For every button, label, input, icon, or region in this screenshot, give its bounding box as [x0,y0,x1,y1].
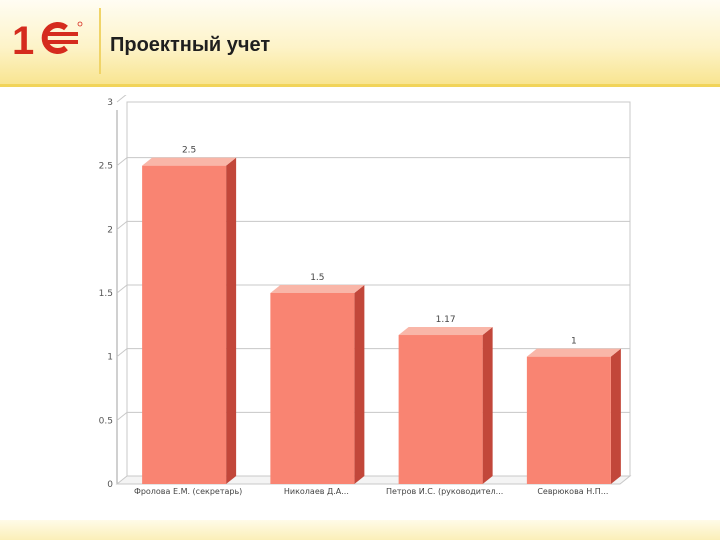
x-tick-label: Севрюкова Н.П... [537,487,608,496]
bar [526,356,611,484]
bar-chart: 0 0.5 1 1.5 2 2.5 3 2.5 Фролова Е.М. (секретарь)… [99,95,632,496]
y-tick-label: 2.5 [99,162,113,172]
data-label: 1 [571,337,577,347]
bar-side [482,327,493,484]
bar-side [610,348,621,484]
bar-top [398,327,493,336]
gridline [116,95,127,103]
y-tick-label: 0.5 [99,416,113,426]
page-title: Проектный учет [110,34,271,56]
x-tick-label: Николаев Д.А... [284,487,349,496]
bar-side [354,285,365,484]
x-tick-label: Петров И.С. (руководител... [386,487,503,496]
x-tick-label: Фролова Е.М. (секретарь) [134,487,242,496]
svg-text:1: 1 [12,19,34,62]
header-underline [0,84,720,87]
data-label: 1.5 [310,273,324,283]
gridline [116,220,630,230]
bar [142,165,227,484]
data-label: 1.17 [436,315,456,325]
y-tick-label: 3 [107,98,113,108]
data-label: 2.5 [182,146,196,156]
gridline [116,284,630,294]
bar [398,335,483,484]
bar-top [270,285,365,293]
header-divider [99,8,101,74]
y-tick-label: 2 [107,225,113,235]
y-tick-label: 0 [107,480,113,490]
1c-logo-icon: 1 [12,19,83,62]
y-tick-label: 1 [107,353,113,363]
bar-top [142,157,237,166]
y-tick-label: 1.5 [99,289,113,299]
gridline [116,157,630,167]
bar-side [226,157,237,484]
bar-top [526,348,621,357]
bar [270,293,355,484]
footer-band [0,520,720,540]
header-band [0,0,720,86]
